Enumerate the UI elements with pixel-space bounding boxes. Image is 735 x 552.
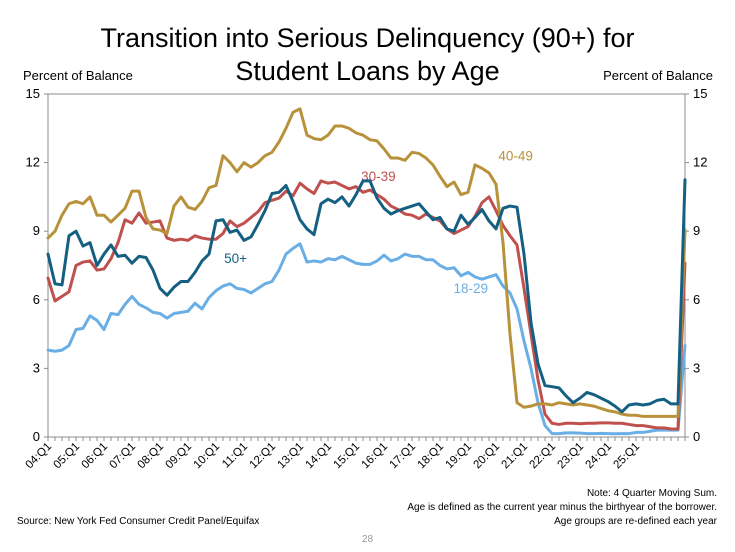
x-tick-label: 22:Q1 <box>527 441 558 472</box>
x-tick-label: 15:Q1 <box>331 441 362 472</box>
x-tick-label: 21:Q1 <box>499 441 530 472</box>
y-axis-title-left: Percent of Balance <box>23 68 133 83</box>
note-moving-sum: Note: 4 Quarter Moving Sum. <box>586 488 717 499</box>
x-tick-label: 16:Q1 <box>359 441 390 472</box>
x-tick-label: 09:Q1 <box>163 441 194 472</box>
x-tick-label: 11:Q1 <box>220 441 250 471</box>
y-tick-label-left: 6 <box>33 292 40 307</box>
x-tick-label: 08:Q1 <box>135 441 166 472</box>
x-tick-label: 17:Q1 <box>387 441 418 472</box>
x-tick-label: 14:Q1 <box>303 441 334 472</box>
x-tick-label: 20:Q1 <box>471 441 502 472</box>
x-tick-label: 18:Q1 <box>415 441 446 472</box>
y-tick-label-right: 3 <box>693 360 700 375</box>
line-chart: 0 0 3 3 6 6 9 9 12 12 15 15 04:Q105:Q106:Q107:Q108:Q… <box>23 86 707 472</box>
note-age-groups: Age groups are re-defined each year <box>554 516 717 527</box>
x-tick-label: 19:Q1 <box>443 441 474 472</box>
y-axis-title-right: Percent of Balance <box>603 68 713 83</box>
chart-title-line1: Transition into Serious Delinquency (90+… <box>100 23 635 53</box>
y-tick-label-left: 12 <box>26 155 40 170</box>
y-tick-label-right: 0 <box>693 429 700 444</box>
x-tick-label: 07:Q1 <box>107 441 138 472</box>
series-line-40-49 <box>46 107 687 418</box>
x-tick-label: 06:Q1 <box>79 441 110 472</box>
y-tick-label-left: 3 <box>33 360 40 375</box>
y-tick-label-left: 0 <box>33 429 40 444</box>
x-tick-label: 10:Q1 <box>191 441 222 472</box>
x-tick-label: 05:Q1 <box>51 441 82 472</box>
chart-title-line2: Student Loans by Age <box>235 56 500 86</box>
x-tick-label: 25:Q1 <box>611 441 642 472</box>
source-note: Source: New York Fed Consumer Credit Pan… <box>17 516 260 527</box>
x-tick-label: 12:Q1 <box>247 441 278 472</box>
series-label-40-49: 40-49 <box>498 148 533 163</box>
x-tick-label: 04:Q1 <box>23 441 54 472</box>
series-line-30-39 <box>46 179 687 431</box>
y-tick-label-left: 9 <box>33 223 40 238</box>
y-tick-label-right: 9 <box>693 223 700 238</box>
x-tick-label: 13:Q1 <box>275 441 306 472</box>
note-age-definition: Age is defined as the current year minus… <box>407 502 717 513</box>
x-tick-label: 23:Q1 <box>555 441 586 472</box>
y-tick-label-left: 15 <box>26 86 40 101</box>
x-tick-label: 24:Q1 <box>583 441 614 472</box>
series-line-50+ <box>46 178 687 414</box>
series-line-18-29 <box>46 242 687 436</box>
series-label-18-29: 18-29 <box>454 281 489 296</box>
series-label-50+: 50+ <box>224 251 247 266</box>
page-number: 28 <box>361 534 374 545</box>
y-tick-label-right: 12 <box>693 155 707 170</box>
y-tick-label-right: 15 <box>693 86 707 101</box>
y-tick-label-right: 6 <box>693 292 700 307</box>
